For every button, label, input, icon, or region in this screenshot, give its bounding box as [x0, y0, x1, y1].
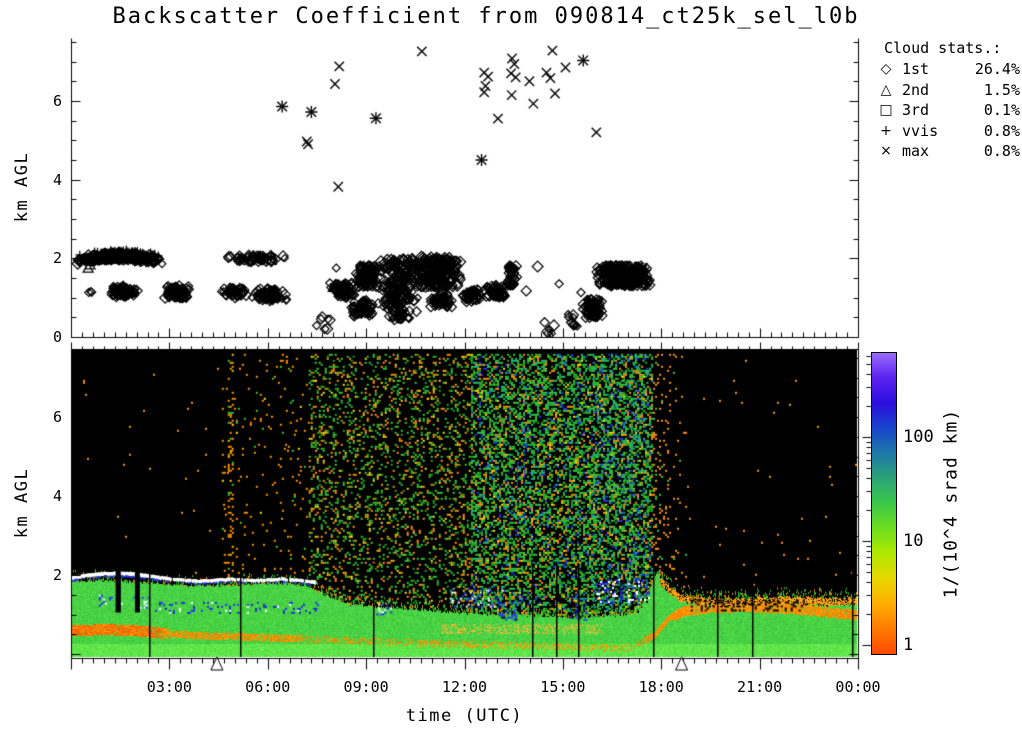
x-tick-label: 12:00	[441, 678, 488, 696]
x-tick-label: 15:00	[540, 678, 586, 696]
top-panel-y-axis-label: km AGL	[12, 151, 32, 223]
bottom-y-tick-label: 4	[52, 487, 62, 505]
bottom-y-tick-label: 6	[52, 408, 62, 426]
legend-item-1st: ◇ 1st 26.4%	[870, 59, 1022, 80]
triangle-icon: △	[880, 81, 892, 98]
top-y-tick-label: 0	[52, 328, 62, 346]
legend-item-3rd: □ 3rd 0.1%	[870, 100, 1022, 121]
colorbar-tick-100: 100	[903, 427, 934, 447]
bottom-panel-y-axis-label: km AGL	[12, 467, 32, 539]
x-tick-label: 00:00	[835, 678, 881, 696]
top-y-tick-label: 2	[52, 249, 62, 268]
bottom-y-tick-label: 2	[52, 566, 62, 584]
top-y-tick-label: 4	[52, 170, 62, 189]
colorbar-tick-10: 10	[903, 531, 924, 551]
x-tick-label: 09:00	[343, 678, 389, 696]
cross-icon: ×	[880, 143, 892, 159]
x-tick-label: 18:00	[638, 678, 684, 696]
colorbar-tick-1: 1	[903, 635, 914, 655]
colorbar	[871, 352, 897, 655]
x-tick-label: 06:00	[245, 678, 291, 696]
colorbar-unit-label: 1/(10^4 srad km)	[940, 408, 962, 599]
top-y-tick-label: 6	[52, 91, 62, 110]
legend-item-max: × max 0.8%	[870, 141, 1022, 162]
cloud-stats-legend: Cloud stats.: ◇ 1st 26.4% △ 2nd 1.5% □ 3…	[870, 38, 1022, 162]
plus-icon: +	[880, 122, 892, 139]
legend-title: Cloud stats.:	[884, 39, 1002, 57]
x-tick-label: 03:00	[146, 678, 192, 696]
x-tick-label: 21:00	[737, 678, 783, 696]
legend-item-2nd: △ 2nd 1.5%	[870, 80, 1022, 101]
square-icon: □	[879, 102, 893, 118]
diamond-icon: ◇	[880, 61, 892, 77]
page-title: Backscatter Coefficient from 090814_ct25…	[112, 4, 860, 29]
x-axis-label: time (UTC)	[405, 706, 524, 726]
legend-item-vvis: + vvis 0.8%	[870, 121, 1022, 142]
